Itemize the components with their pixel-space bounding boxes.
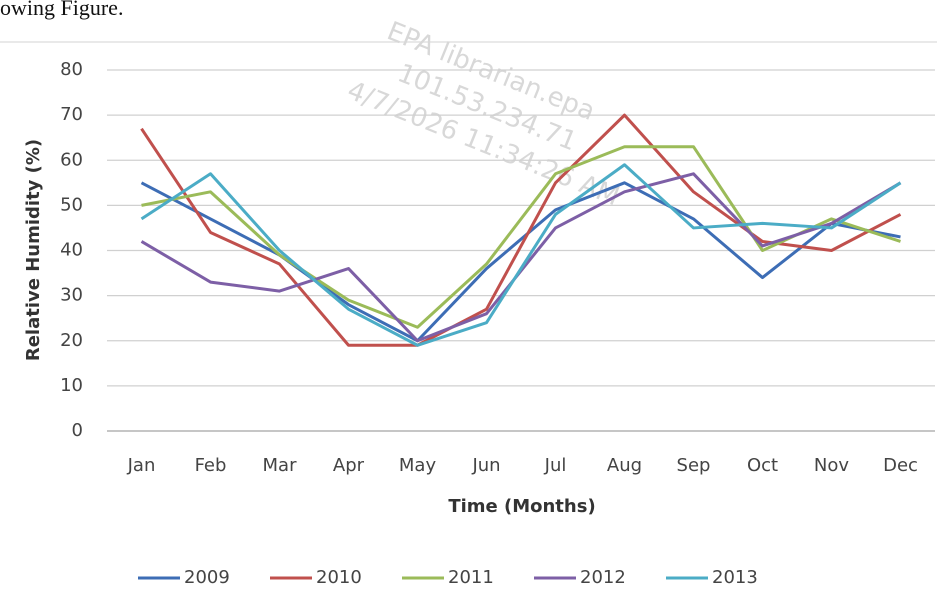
y-tick-label: 10 bbox=[60, 375, 83, 396]
y-tick-label: 80 bbox=[60, 59, 83, 80]
y-axis-label: Relative Humidity (%) bbox=[23, 139, 44, 361]
x-tick-label: Sep bbox=[677, 455, 711, 476]
legend-label: 2009 bbox=[184, 567, 230, 588]
x-tick-label: Nov bbox=[814, 455, 849, 476]
x-tick-label: Jul bbox=[544, 455, 567, 476]
legend-label: 2013 bbox=[712, 567, 758, 588]
x-tick-label: Apr bbox=[333, 455, 365, 476]
x-tick-label: May bbox=[399, 455, 437, 476]
x-tick-label: Jun bbox=[471, 455, 500, 476]
series-line bbox=[140, 181, 901, 343]
legend-label: 2012 bbox=[580, 567, 626, 588]
y-tick-label: 30 bbox=[60, 285, 83, 306]
x-tick-label: Oct bbox=[747, 455, 778, 476]
watermark: EPA librarian.epa 101.53.234.71 4/7/2026… bbox=[343, 16, 623, 212]
y-tick-label: 50 bbox=[60, 194, 83, 215]
y-tick-label: 60 bbox=[60, 149, 83, 170]
y-tick-label: 40 bbox=[60, 240, 83, 261]
legend-label: 2011 bbox=[448, 567, 494, 588]
page-fragment: owing Figure. bbox=[0, 0, 123, 20]
series-line bbox=[140, 163, 902, 347]
series-line bbox=[141, 145, 901, 329]
y-tick-label: 20 bbox=[60, 330, 83, 351]
x-tick-label: Aug bbox=[607, 455, 642, 476]
y-tick-label: 0 bbox=[72, 420, 83, 441]
x-tick-label: Jan bbox=[127, 455, 156, 476]
x-tick-label: Dec bbox=[883, 455, 918, 476]
x-tick-label: Feb bbox=[195, 455, 227, 476]
y-tick-label: 70 bbox=[60, 104, 83, 125]
x-tick-label: Mar bbox=[263, 455, 298, 476]
x-axis-label: Time (Months) bbox=[448, 496, 595, 517]
legend-label: 2010 bbox=[316, 567, 362, 588]
